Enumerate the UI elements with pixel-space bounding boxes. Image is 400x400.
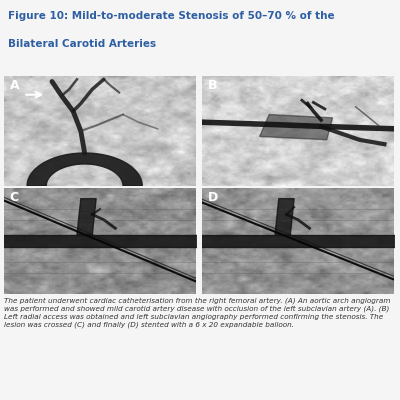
Polygon shape xyxy=(77,198,96,235)
Text: A: A xyxy=(10,79,19,92)
Text: B: B xyxy=(208,79,217,92)
Text: D: D xyxy=(208,191,218,204)
Text: Figure 10: Mild-to-moderate Stenosis of 50–70 % of the: Figure 10: Mild-to-moderate Stenosis of … xyxy=(8,11,334,21)
Text: The patient underwent cardiac catheterisation from the right femoral artery. (A): The patient underwent cardiac catheteris… xyxy=(4,297,390,328)
Polygon shape xyxy=(260,114,332,140)
Polygon shape xyxy=(275,198,294,235)
Text: C: C xyxy=(10,191,19,204)
Polygon shape xyxy=(27,153,142,186)
Text: Bilateral Carotid Arteries: Bilateral Carotid Arteries xyxy=(8,39,156,49)
